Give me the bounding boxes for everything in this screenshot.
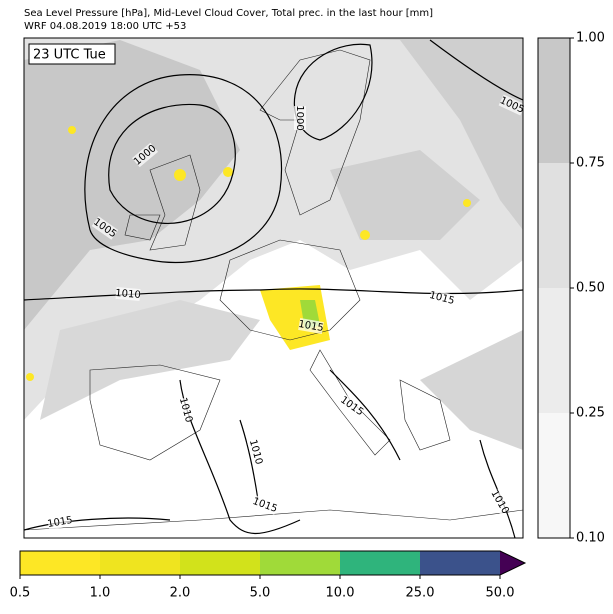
cloud-bin <box>538 163 570 288</box>
cloud-tick-label: 0.25 <box>576 406 605 421</box>
isobar-label-bg <box>298 318 324 334</box>
precip-tick-label: 25.0 <box>406 586 435 601</box>
time-box <box>28 43 116 65</box>
isobar-label-bg <box>131 142 159 168</box>
precip-bin <box>340 551 420 575</box>
time-label: 23 UTC Tue <box>33 48 106 63</box>
precip-colorbar: 0.5 1.0 2.0 5.0 10.0 25.0 50.0 <box>10 550 527 601</box>
title: Sea Level Pressure [hPa], Mid-Level Clou… <box>24 8 433 19</box>
cloud-tick-label: 0.75 <box>576 156 605 171</box>
isobar-label-bg <box>115 286 141 302</box>
isobar-label-bg <box>251 495 279 515</box>
precip-tick-label: 50.0 <box>486 586 515 601</box>
isobar-label-bg <box>488 488 512 516</box>
precip-bin <box>260 551 340 575</box>
cloud-tick-label: 0.10 <box>576 531 605 546</box>
precip-tick-label: 10.0 <box>326 586 355 601</box>
precip-tick-label: 0.5 <box>10 586 31 601</box>
cloud-bin <box>538 38 570 163</box>
isobar-label: 1015 <box>297 319 324 334</box>
isobar-label-bg <box>294 106 306 130</box>
precip-bin <box>100 551 180 575</box>
coastlines <box>24 49 523 531</box>
precip-tick-label: 2.0 <box>170 586 191 601</box>
isobar-label-bg <box>428 289 456 307</box>
precip-frame <box>19 550 527 576</box>
precip-bin <box>420 551 500 575</box>
map-frame <box>23 37 524 539</box>
precip-bin <box>180 551 260 575</box>
precip-bin <box>20 551 100 575</box>
cloud-tick-label: 1.00 <box>576 31 605 46</box>
cloud-bin <box>538 413 570 538</box>
isobar-label-bg <box>177 396 195 424</box>
isobar-label-bg <box>91 216 119 240</box>
precip-extend <box>500 551 525 575</box>
isobar-label: 1000 <box>294 105 305 130</box>
precip-tick-label: 5.0 <box>250 586 271 601</box>
isobar-label-bg <box>338 394 366 418</box>
isobar-label-bg <box>247 438 265 466</box>
cloud-colorbar: 0.10 0.25 0.50 0.75 1.00 <box>537 31 605 546</box>
subtitle: WRF 04.08.2019 18:00 UTC +53 <box>24 21 186 32</box>
isobar-label: 1015 <box>47 515 74 530</box>
isobar-label-bg <box>498 94 526 116</box>
cloud-tick-label: 0.50 <box>576 281 605 296</box>
cloud-bin <box>538 288 570 413</box>
isobar-label-bg <box>47 514 73 530</box>
isobar-label: 1010 <box>115 288 141 301</box>
precip-tick-label: 1.0 <box>90 586 111 601</box>
